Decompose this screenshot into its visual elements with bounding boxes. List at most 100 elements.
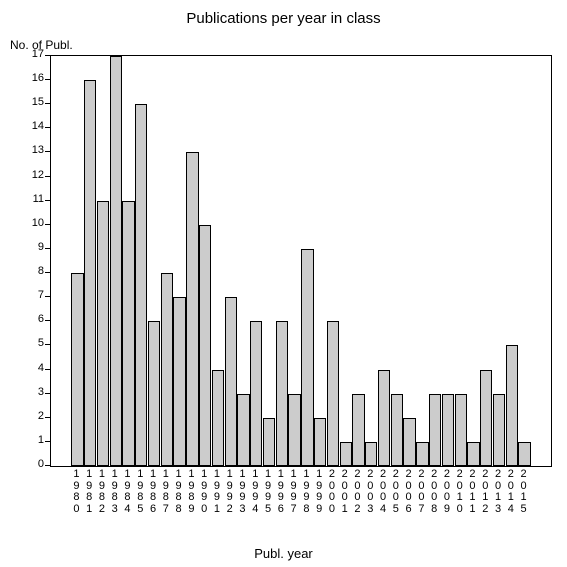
y-tick-label: 7: [24, 289, 44, 301]
y-tick-mark: [45, 176, 50, 177]
x-tick-label: 1989: [185, 469, 198, 515]
y-tick-mark: [45, 296, 50, 297]
y-tick-label: 14: [24, 120, 44, 132]
bar: [327, 321, 339, 466]
x-axis-label: Publ. year: [0, 546, 567, 561]
y-tick-label: 6: [24, 313, 44, 325]
bar: [506, 345, 518, 466]
y-tick-mark: [45, 127, 50, 128]
y-tick-mark: [45, 393, 50, 394]
x-tick-label: 2007: [415, 469, 428, 515]
y-tick-mark: [45, 103, 50, 104]
y-tick-label: 9: [24, 241, 44, 253]
x-tick-label: 1981: [83, 469, 96, 515]
bar: [71, 273, 83, 466]
bar: [135, 104, 147, 466]
bar: [365, 442, 377, 466]
bar: [314, 418, 326, 466]
bar: [378, 370, 390, 466]
y-tick-mark: [45, 344, 50, 345]
bar: [480, 370, 492, 466]
bar: [161, 273, 173, 466]
y-tick-mark: [45, 200, 50, 201]
y-tick-mark: [45, 248, 50, 249]
x-tick-label: 2012: [479, 469, 492, 515]
x-tick-label: 2000: [326, 469, 339, 515]
y-tick-label: 2: [24, 410, 44, 422]
x-tick-label: 1980: [70, 469, 83, 515]
bar: [173, 297, 185, 466]
x-tick-label: 2006: [402, 469, 415, 515]
bar: [148, 321, 160, 466]
y-tick-label: 3: [24, 386, 44, 398]
x-tick-label: 2014: [504, 469, 517, 515]
y-tick-label: 4: [24, 362, 44, 374]
x-tick-label: 1997: [287, 469, 300, 515]
x-tick-label: 2015: [517, 469, 530, 515]
y-tick-mark: [45, 151, 50, 152]
y-tick-label: 13: [24, 144, 44, 156]
x-tick-label: 2001: [338, 469, 351, 515]
chart-container: Publications per year in class No. of Pu…: [0, 0, 567, 567]
x-tick-label: 2004: [377, 469, 390, 515]
x-tick-label: 2011: [466, 469, 479, 515]
bar: [352, 394, 364, 466]
y-tick-label: 11: [24, 193, 44, 205]
bar: [212, 370, 224, 466]
x-tick-label: 1995: [262, 469, 275, 515]
bar: [225, 297, 237, 466]
y-tick-label: 5: [24, 337, 44, 349]
y-tick-label: 1: [24, 434, 44, 446]
x-tick-label: 1990: [198, 469, 211, 515]
y-tick-mark: [45, 79, 50, 80]
y-tick-mark: [45, 441, 50, 442]
bar: [403, 418, 415, 466]
plot-area: [50, 55, 552, 467]
x-tick-label: 1992: [223, 469, 236, 515]
y-tick-mark: [45, 417, 50, 418]
bar: [237, 394, 249, 466]
bar: [429, 394, 441, 466]
x-tick-label: 2005: [389, 469, 402, 515]
x-tick-label: 2008: [428, 469, 441, 515]
y-tick-label: 10: [24, 217, 44, 229]
y-tick-mark: [45, 465, 50, 466]
x-tick-label: 2013: [492, 469, 505, 515]
x-tick-label: 1999: [313, 469, 326, 515]
bar: [263, 418, 275, 466]
x-tick-label: 1991: [211, 469, 224, 515]
y-tick-label: 17: [24, 48, 44, 60]
x-tick-label: 1994: [249, 469, 262, 515]
bar: [110, 56, 122, 466]
y-tick-label: 15: [24, 96, 44, 108]
x-tick-label: 1982: [96, 469, 109, 515]
bar: [391, 394, 403, 466]
y-tick-mark: [45, 369, 50, 370]
x-tick-label: 1987: [159, 469, 172, 515]
y-tick-label: 8: [24, 265, 44, 277]
bar: [186, 152, 198, 466]
x-tick-label: 2003: [364, 469, 377, 515]
bar: [122, 201, 134, 466]
y-tick-mark: [45, 272, 50, 273]
x-tick-label: 1988: [172, 469, 185, 515]
y-tick-label: 0: [24, 458, 44, 470]
bar: [276, 321, 288, 466]
bar: [493, 394, 505, 466]
bar: [455, 394, 467, 466]
x-tick-label: 1984: [121, 469, 134, 515]
y-tick-mark: [45, 55, 50, 56]
x-tick-label: 1998: [300, 469, 313, 515]
y-tick-label: 12: [24, 169, 44, 181]
x-tick-label: 2009: [441, 469, 454, 515]
bar: [84, 80, 96, 466]
bar: [467, 442, 479, 466]
x-tick-label: 1993: [236, 469, 249, 515]
x-tick-label: 1985: [134, 469, 147, 515]
x-tick-label: 1983: [108, 469, 121, 515]
y-tick-label: 16: [24, 72, 44, 84]
bar: [442, 394, 454, 466]
x-tick-label: 2010: [453, 469, 466, 515]
bar: [97, 201, 109, 466]
x-tick-label: 1986: [147, 469, 160, 515]
